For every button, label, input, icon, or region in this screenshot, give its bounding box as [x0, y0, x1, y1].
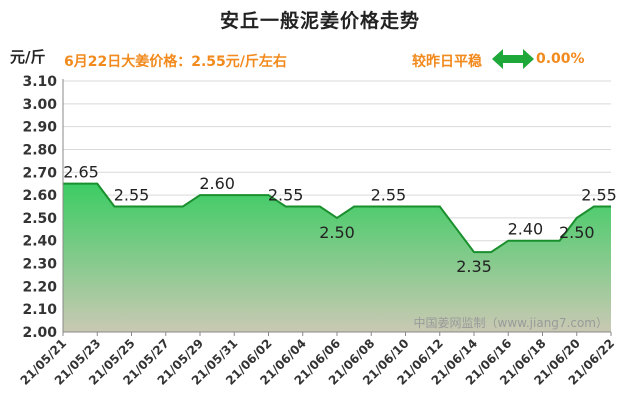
data-label: 2.50 — [319, 223, 355, 242]
data-label: 2.55 — [114, 186, 150, 205]
data-label: 2.40 — [508, 220, 544, 239]
chart-title: 安丘一般泥姜价格走势 — [219, 10, 420, 32]
watermark: 中国姜网监制（www.jiang7.com） — [414, 315, 608, 330]
y-tick-label: 2.20 — [22, 279, 57, 295]
compare-label: 较昨日平稳 — [412, 54, 482, 70]
price-note: 6月22日大姜价格：2.55元/斤左右 — [64, 54, 287, 70]
data-label: 2.35 — [456, 257, 492, 276]
y-tick-label: 2.30 — [22, 257, 57, 273]
data-label: 2.55 — [371, 186, 407, 205]
y-tick-label: 2.80 — [22, 142, 57, 158]
y-tick-label: 2.00 — [22, 325, 57, 341]
data-label: 2.55 — [268, 186, 304, 205]
y-tick-label: 2.70 — [22, 165, 57, 181]
y-tick-label: 2.40 — [22, 234, 57, 250]
y-tick-label: 2.60 — [22, 188, 57, 204]
data-label: 2.65 — [63, 163, 99, 182]
data-label: 2.50 — [559, 223, 595, 242]
price-line — [63, 182, 611, 254]
y-tick-label: 2.50 — [22, 211, 57, 227]
y-tick-label: 3.00 — [22, 97, 57, 113]
change-percent: 0.00% — [536, 51, 585, 67]
double-arrow-icon — [492, 49, 534, 69]
y-axis-unit: 元/斤 — [10, 48, 46, 66]
y-tick-label: 2.90 — [22, 120, 57, 136]
y-tick-label: 3.10 — [22, 74, 57, 90]
y-tick-label: 2.10 — [22, 302, 57, 318]
data-label: 2.60 — [199, 174, 235, 193]
data-label: 2.55 — [581, 186, 617, 205]
price-area — [63, 183, 611, 332]
